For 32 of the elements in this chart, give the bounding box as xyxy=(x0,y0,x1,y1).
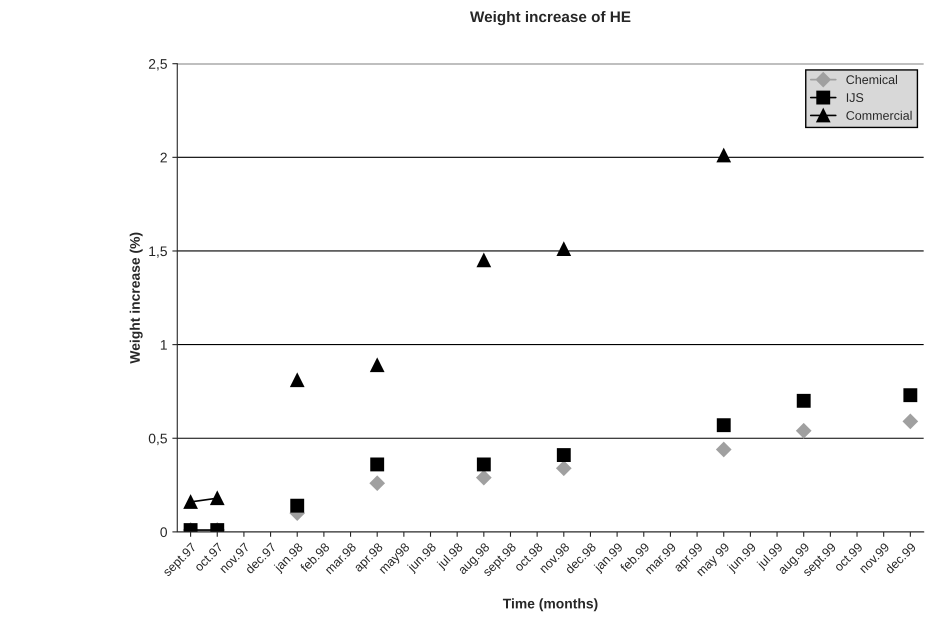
point xyxy=(796,423,812,438)
y-tick-label: 0,5 xyxy=(148,434,167,446)
point xyxy=(716,442,732,458)
point xyxy=(716,148,731,162)
legend-label: IJS xyxy=(846,93,864,102)
point xyxy=(902,414,918,429)
point xyxy=(290,373,304,388)
x-axis-title: Time (months) xyxy=(502,598,598,612)
point xyxy=(370,458,384,472)
y-tick-label: 1 xyxy=(160,340,167,350)
point xyxy=(556,242,571,256)
y-tick-label: 0 xyxy=(160,527,168,538)
point xyxy=(903,388,918,402)
y-tick-label: 1,5 xyxy=(149,246,167,258)
legend-label: Commercial xyxy=(846,110,912,120)
point xyxy=(184,494,198,509)
point xyxy=(210,491,224,506)
y-axis-title: Weight increase (%) xyxy=(130,232,143,364)
point xyxy=(476,470,492,486)
point xyxy=(370,476,385,491)
point xyxy=(290,498,304,513)
point xyxy=(796,394,811,408)
legend-label: Chemical xyxy=(846,74,898,84)
point xyxy=(556,460,572,476)
point xyxy=(716,418,731,432)
point xyxy=(370,358,384,372)
point xyxy=(556,448,571,462)
chart-title: Weight increase of HE xyxy=(470,10,630,26)
point xyxy=(476,253,491,268)
point xyxy=(476,458,491,472)
y-tick-label: 2 xyxy=(160,152,167,162)
y-tick-label: 2,5 xyxy=(148,59,167,71)
